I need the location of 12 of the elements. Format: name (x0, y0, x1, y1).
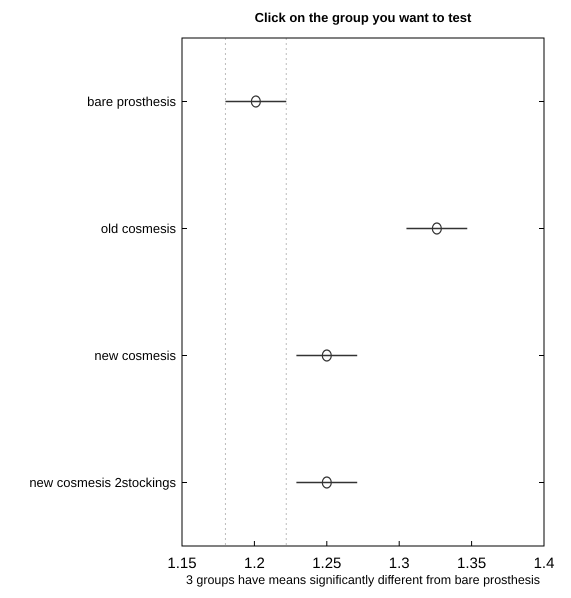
y-tick-label: new cosmesis (94, 348, 176, 364)
chart-title: Click on the group you want to test (254, 10, 472, 25)
x-axis-title: 3 groups have means significantly different from bare prosthesis (186, 573, 540, 587)
x-tick-label: 1.4 (534, 555, 554, 572)
y-tick-label: new cosmesis 2stockings (29, 475, 176, 490)
x-tick-label: 1.25 (312, 555, 342, 572)
x-tick-label: 1.35 (457, 555, 486, 572)
x-tick-label: 1.3 (388, 555, 410, 572)
x-tick-label: 1.15 (167, 555, 197, 572)
y-tick-label: bare prosthesis (87, 94, 176, 110)
x-tick-label: 1.2 (244, 555, 265, 572)
y-tick-label: old cosmesis (100, 221, 176, 236)
